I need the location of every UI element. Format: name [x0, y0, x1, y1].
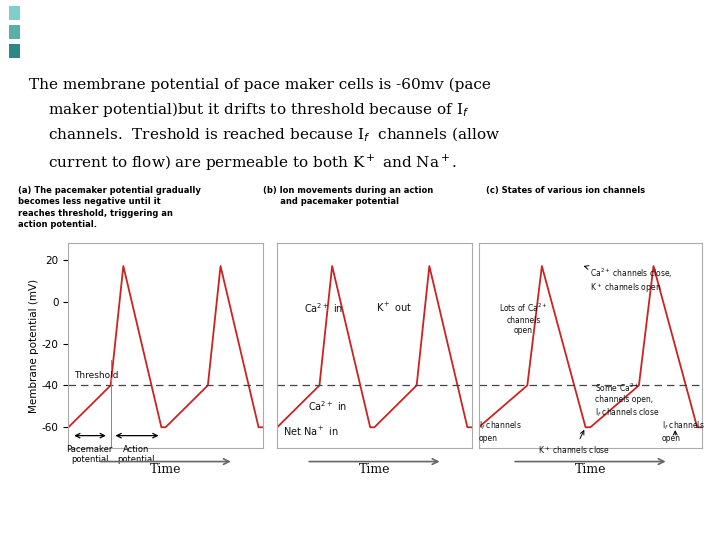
Text: (b) Ion movements during an action
      and pacemaker potential: (b) Ion movements during an action and p…	[263, 186, 433, 206]
Text: Pacemaker
potential: Pacemaker potential	[66, 445, 113, 464]
Text: (a) The pacemaker potential gradually
becomes less negative until it
reaches thr: (a) The pacemaker potential gradually be…	[18, 186, 201, 228]
Bar	[9, 25, 20, 39]
Text: Lots of Ca$^{2+}$
channels
open: Lots of Ca$^{2+}$ channels open	[499, 302, 548, 335]
Text: Time: Time	[359, 463, 390, 476]
Text: Ca$^{2+}$ in: Ca$^{2+}$ in	[305, 301, 343, 315]
Text: K$^+$ out: K$^+$ out	[376, 301, 412, 314]
Text: Some Ca$^{2+}$
channels open,
I$_f$ channels close: Some Ca$^{2+}$ channels open, I$_f$ chan…	[595, 381, 660, 418]
Text: (c) States of various ion channels: (c) States of various ion channels	[486, 186, 645, 195]
Text: Action
potential: Action potential	[117, 445, 155, 464]
Text: Ca$^{2+}$ channels close,
K$^+$ channels open: Ca$^{2+}$ channels close, K$^+$ channels…	[585, 266, 673, 295]
Text: K$^+$ channels close: K$^+$ channels close	[539, 431, 611, 456]
Text: Time: Time	[150, 463, 181, 476]
Text: Threshold: Threshold	[74, 371, 119, 380]
Text: I$_f$ channels
open: I$_f$ channels open	[662, 420, 704, 443]
Y-axis label: Membrane potential (mV): Membrane potential (mV)	[29, 279, 39, 413]
Bar	[9, 6, 20, 21]
Text: Action Potentials in Cardiac Autorhythmic Cells: Action Potentials in Cardiac Autorhythmi…	[30, 28, 625, 48]
Text: Net Na$^+$ in: Net Na$^+$ in	[283, 425, 338, 438]
Text: Ca$^{2+}$ in: Ca$^{2+}$ in	[308, 400, 347, 413]
Text: The membrane potential of pace maker cells is -60mv (pace
    maker potential)bu: The membrane potential of pace maker cel…	[29, 77, 500, 173]
Bar	[9, 44, 20, 58]
Text: I$_f$ channels
open: I$_f$ channels open	[479, 420, 521, 443]
Text: Time: Time	[575, 463, 606, 476]
